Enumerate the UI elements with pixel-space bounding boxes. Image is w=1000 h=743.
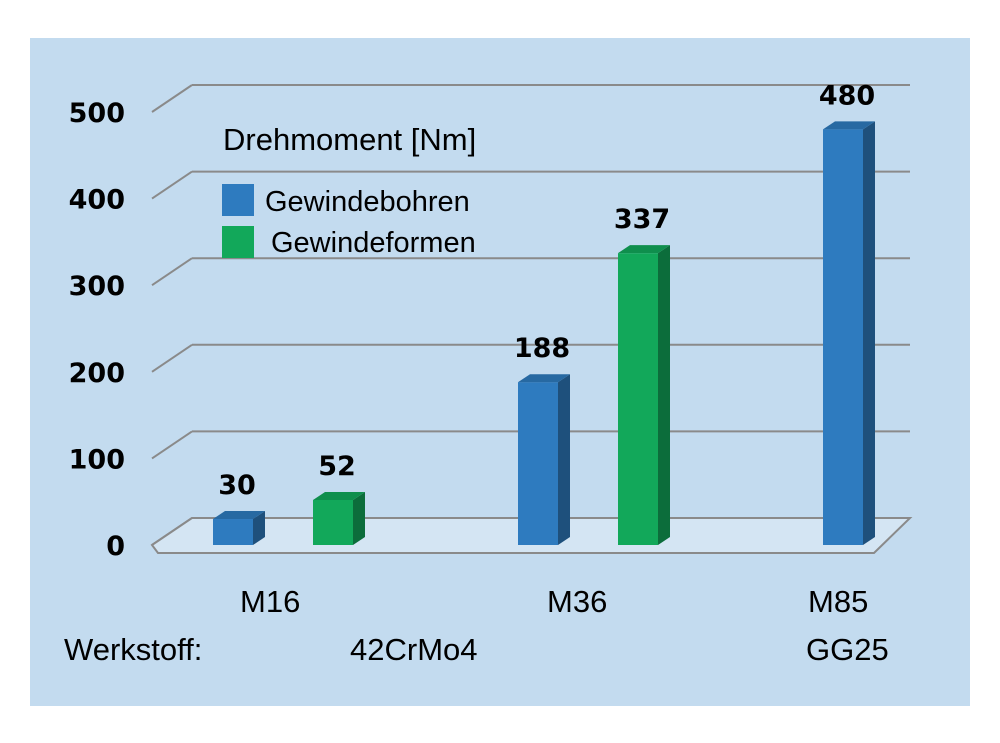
material-label: Werkstoff: — [64, 632, 202, 667]
y-tick-label: 500 — [69, 98, 125, 129]
gridline-diagonal — [151, 257, 193, 287]
bar-side — [253, 511, 265, 545]
gridline-diagonal — [151, 343, 193, 373]
bar-side — [658, 245, 670, 545]
y-tick-label: 300 — [69, 271, 125, 302]
gridline-diagonal — [151, 170, 193, 200]
material-42crmo4: 42CrMo4 — [350, 632, 478, 667]
bar-top — [823, 121, 875, 130]
gridline-diagonal — [151, 430, 193, 460]
legend-label: Gewindebohren — [265, 186, 470, 218]
legend-swatch-gewindebohren — [222, 184, 254, 216]
bar-side — [558, 374, 570, 545]
y-tick-label: 0 — [106, 531, 125, 562]
data-label: 30 — [218, 470, 256, 501]
gridline-diagonal — [151, 84, 193, 113]
bar-front — [213, 519, 253, 545]
x-tick-label-m16: M16 — [240, 584, 300, 619]
bars — [213, 121, 875, 545]
bar-top — [618, 245, 670, 254]
bar-gewindebohren-m85 — [823, 121, 875, 545]
chart-panel — [30, 38, 970, 706]
bar-side — [353, 491, 365, 545]
chart-title: Drehmoment [Nm] — [223, 122, 476, 157]
bar-top — [518, 374, 570, 383]
data-label: 337 — [614, 204, 670, 235]
bar-gewindeformen-m36 — [618, 245, 670, 545]
bar-gewindeformen-m16 — [313, 491, 365, 545]
bar-top — [213, 511, 265, 520]
data-label: 188 — [514, 333, 570, 364]
legend-label: Gewindeformen — [271, 227, 476, 259]
bar-gewindebohren-m16 — [213, 511, 265, 545]
data-label: 480 — [819, 80, 875, 111]
bar-side — [863, 121, 875, 545]
bar-top — [313, 491, 365, 500]
material-gg25: GG25 — [806, 632, 889, 667]
bar-front — [518, 382, 558, 545]
y-tick-label: 200 — [69, 358, 125, 389]
data-labels: 30 188 480 52 337 — [218, 80, 875, 501]
y-tick-label: 100 — [69, 444, 125, 475]
y-axis-ticks: 0 100 200 300 400 500 — [69, 98, 125, 562]
bar-front — [313, 499, 353, 545]
bar-front — [823, 129, 863, 545]
x-tick-label-m85: M85 — [808, 584, 868, 619]
data-label: 52 — [318, 451, 356, 482]
legend-swatch-gewindeformen — [222, 226, 254, 258]
x-tick-label-m36: M36 — [547, 584, 607, 619]
bar-gewindebohren-m36 — [518, 374, 570, 545]
y-tick-label: 400 — [69, 185, 125, 216]
bar-front — [618, 253, 658, 545]
legend: Gewindebohren Gewindeformen — [222, 184, 476, 259]
